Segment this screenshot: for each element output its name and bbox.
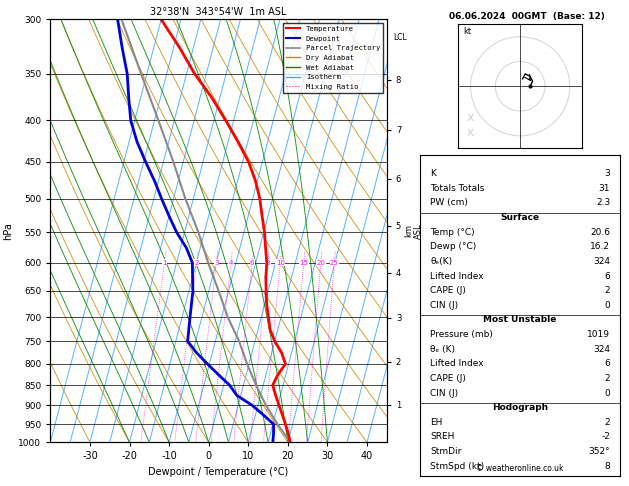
Text: 6: 6 (604, 272, 610, 280)
Text: © weatheronline.co.uk: © weatheronline.co.uk (476, 464, 564, 473)
Text: CAPE (J): CAPE (J) (430, 286, 466, 295)
Text: 3: 3 (214, 260, 219, 266)
Text: 6: 6 (250, 260, 255, 266)
Text: 4: 4 (229, 260, 233, 266)
Text: Surface: Surface (501, 213, 540, 222)
Text: StmSpd (kt): StmSpd (kt) (430, 462, 484, 470)
Text: 0: 0 (604, 301, 610, 310)
Text: kt: kt (463, 27, 471, 36)
Text: K: K (430, 169, 436, 178)
Text: θₑ(K): θₑ(K) (430, 257, 452, 266)
Y-axis label: hPa: hPa (3, 222, 13, 240)
Text: 3: 3 (604, 169, 610, 178)
Text: 25: 25 (330, 260, 339, 266)
Text: LCL: LCL (394, 33, 408, 42)
Text: 0: 0 (604, 388, 610, 398)
Text: 20.6: 20.6 (590, 227, 610, 237)
Text: θₑ (K): θₑ (K) (430, 345, 455, 354)
Text: CIN (J): CIN (J) (430, 388, 459, 398)
Text: Totals Totals: Totals Totals (430, 184, 484, 193)
Text: SREH: SREH (430, 433, 455, 441)
Text: Dewp (°C): Dewp (°C) (430, 243, 476, 251)
Text: CAPE (J): CAPE (J) (430, 374, 466, 383)
Text: 15: 15 (299, 260, 308, 266)
Text: PW (cm): PW (cm) (430, 198, 468, 208)
Text: Hodograph: Hodograph (492, 403, 548, 412)
Text: 2: 2 (604, 418, 610, 427)
Text: Pressure (mb): Pressure (mb) (430, 330, 493, 339)
Title: 32°38'N  343°54'W  1m ASL: 32°38'N 343°54'W 1m ASL (150, 7, 287, 17)
Text: x: x (467, 111, 474, 124)
Text: 324: 324 (593, 345, 610, 354)
Text: 20: 20 (316, 260, 325, 266)
X-axis label: Dewpoint / Temperature (°C): Dewpoint / Temperature (°C) (148, 467, 289, 477)
Text: 2.3: 2.3 (596, 198, 610, 208)
Text: 324: 324 (593, 257, 610, 266)
Text: 8: 8 (604, 462, 610, 470)
Text: EH: EH (430, 418, 443, 427)
Text: CIN (J): CIN (J) (430, 301, 459, 310)
Text: Most Unstable: Most Unstable (484, 315, 557, 325)
Text: 8: 8 (265, 260, 270, 266)
Text: 352°: 352° (589, 447, 610, 456)
Text: Mixing Ratio (g/kg): Mixing Ratio (g/kg) (426, 191, 435, 271)
Text: Lifted Index: Lifted Index (430, 272, 484, 280)
Text: 16.2: 16.2 (590, 243, 610, 251)
Legend: Temperature, Dewpoint, Parcel Trajectory, Dry Adiabat, Wet Adiabat, Isotherm, Mi: Temperature, Dewpoint, Parcel Trajectory… (283, 23, 383, 93)
Text: 6: 6 (604, 359, 610, 368)
Text: 06.06.2024  00GMT  (Base: 12): 06.06.2024 00GMT (Base: 12) (449, 12, 605, 21)
Text: 2: 2 (194, 260, 199, 266)
Text: 1: 1 (162, 260, 167, 266)
Text: Temp (°C): Temp (°C) (430, 227, 475, 237)
Text: -2: -2 (601, 433, 610, 441)
Text: 2: 2 (604, 286, 610, 295)
Text: 31: 31 (599, 184, 610, 193)
Text: x: x (467, 126, 474, 139)
Text: 2: 2 (604, 374, 610, 383)
Y-axis label: km
ASL: km ASL (404, 223, 423, 239)
Text: 10: 10 (276, 260, 285, 266)
Text: StmDir: StmDir (430, 447, 462, 456)
Text: Lifted Index: Lifted Index (430, 359, 484, 368)
Text: 1019: 1019 (587, 330, 610, 339)
